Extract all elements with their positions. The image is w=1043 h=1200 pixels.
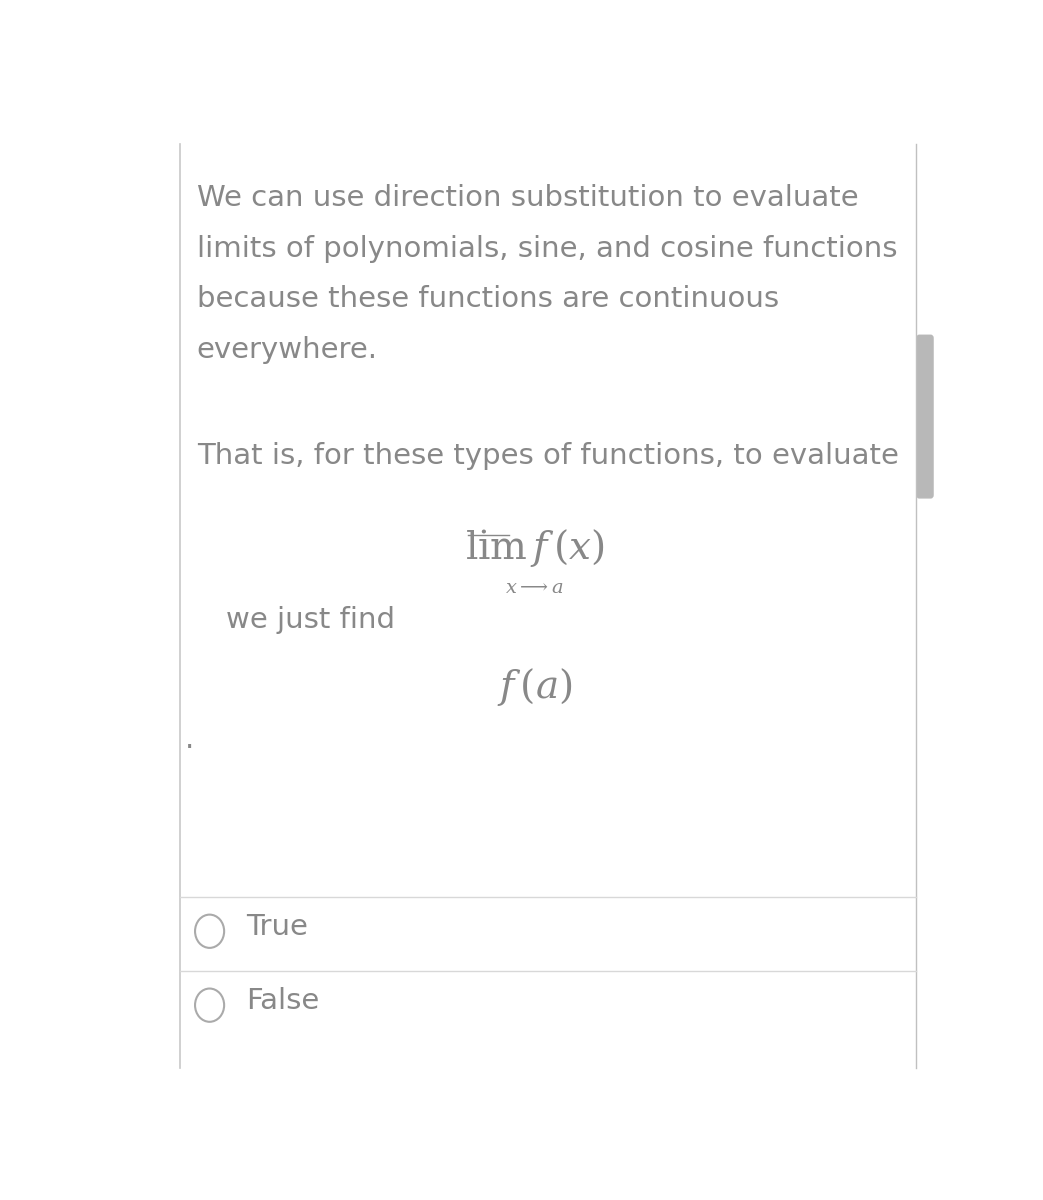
Text: limits of polynomials, sine, and cosine functions: limits of polynomials, sine, and cosine … — [197, 234, 897, 263]
Text: That is, for these types of functions, to evaluate: That is, for these types of functions, t… — [197, 443, 898, 470]
Text: We can use direction substitution to evaluate: We can use direction substitution to eva… — [197, 184, 858, 211]
Text: .: . — [186, 726, 195, 754]
Text: True: True — [246, 913, 308, 941]
Text: False: False — [246, 986, 319, 1014]
Text: $\mathrm{lim}\,f\,(x)$: $\mathrm{lim}\,f\,(x)$ — [465, 528, 604, 570]
Text: everywhere.: everywhere. — [197, 336, 378, 364]
Text: because these functions are continuous: because these functions are continuous — [197, 286, 779, 313]
Text: we just find: we just find — [225, 606, 394, 634]
Text: $x\longrightarrow a$: $x\longrightarrow a$ — [505, 578, 564, 598]
FancyBboxPatch shape — [917, 335, 933, 498]
Text: $f\,(a)$: $f\,(a)$ — [496, 666, 573, 708]
